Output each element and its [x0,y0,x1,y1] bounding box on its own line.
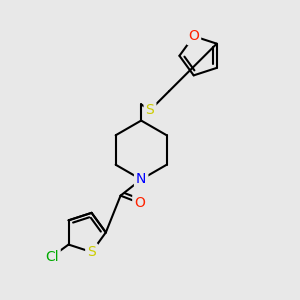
Text: O: O [134,196,145,210]
Text: Cl: Cl [45,250,59,264]
Text: S: S [87,245,96,259]
Text: N: N [136,172,146,186]
Text: S: S [146,103,154,117]
Text: O: O [188,29,199,43]
